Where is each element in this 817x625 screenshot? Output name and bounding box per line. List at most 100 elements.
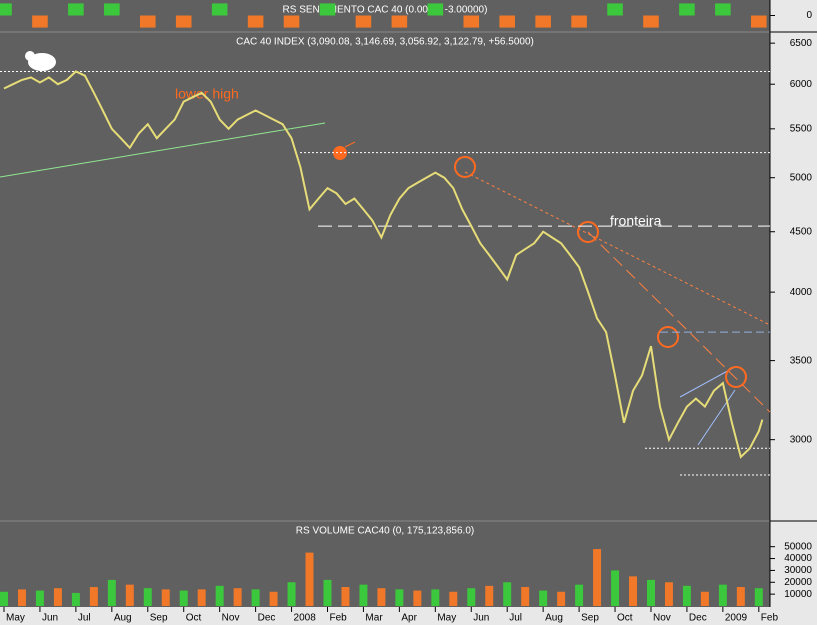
x-tick-label: Feb bbox=[761, 613, 779, 624]
bar bbox=[233, 588, 242, 606]
bar bbox=[143, 588, 152, 606]
bar bbox=[571, 15, 587, 28]
x-tick-label: Jun bbox=[42, 613, 58, 624]
bar bbox=[499, 15, 516, 28]
bar bbox=[413, 590, 422, 606]
x-tick-label: May bbox=[437, 613, 456, 624]
y-tick-label: 0 bbox=[806, 10, 812, 21]
bar bbox=[175, 15, 192, 28]
bear-icon bbox=[25, 51, 56, 71]
x-tick-label: Feb bbox=[329, 613, 347, 624]
x-tick-label: Sep bbox=[150, 613, 168, 624]
x-tick-label: Mar bbox=[365, 613, 383, 624]
y-tick-label: 6500 bbox=[790, 38, 813, 49]
panel-title: CAC 40 INDEX (3,090.08, 3,146.69, 3,056.… bbox=[236, 37, 534, 48]
bar bbox=[215, 585, 224, 606]
y-tick-label: 20000 bbox=[784, 577, 812, 588]
bar bbox=[283, 15, 300, 28]
x-tick-label: Aug bbox=[114, 613, 132, 624]
bar bbox=[377, 588, 386, 606]
bar bbox=[251, 589, 260, 606]
bar bbox=[643, 15, 659, 28]
y-tick-label: 6000 bbox=[790, 79, 813, 90]
bar bbox=[139, 15, 156, 28]
bar bbox=[305, 552, 314, 606]
bar bbox=[17, 589, 26, 606]
bar bbox=[427, 3, 444, 16]
bar bbox=[395, 589, 404, 606]
x-tick-label: Oct bbox=[186, 613, 202, 624]
bar bbox=[736, 587, 745, 606]
y-tick-label: 50000 bbox=[784, 541, 812, 552]
bar bbox=[161, 589, 170, 606]
bar bbox=[125, 584, 134, 606]
x-tick-label: Dec bbox=[689, 613, 707, 624]
bar bbox=[35, 590, 44, 606]
x-tick-label: Jul bbox=[509, 613, 522, 624]
price-panel bbox=[0, 33, 770, 520]
bar bbox=[104, 3, 120, 16]
y-tick-label: 4000 bbox=[790, 287, 813, 298]
y-tick-label: 30000 bbox=[784, 565, 812, 576]
bar bbox=[754, 588, 763, 606]
trend-line bbox=[464, 171, 771, 326]
annotation: fronteira bbox=[610, 213, 662, 229]
x-tick-label: Dec bbox=[258, 613, 276, 624]
bar bbox=[467, 588, 476, 606]
bar bbox=[751, 15, 767, 28]
panel-title: RS VOLUME CAC40 (0, 175,123,856.0) bbox=[296, 526, 474, 537]
bar bbox=[211, 3, 228, 16]
bar bbox=[700, 591, 709, 606]
y-tick-label: 3000 bbox=[790, 434, 813, 445]
annotation: lower high bbox=[175, 86, 239, 102]
bar bbox=[682, 585, 691, 606]
bar bbox=[503, 582, 512, 606]
y-tick-label: 3500 bbox=[790, 355, 813, 366]
bar bbox=[287, 582, 296, 606]
y-tick-label: 10000 bbox=[784, 589, 812, 600]
bar bbox=[247, 15, 264, 28]
x-tick-label: Oct bbox=[617, 613, 633, 624]
bar bbox=[449, 591, 458, 606]
sentiment-panel bbox=[0, 0, 770, 31]
bar bbox=[68, 3, 84, 16]
bar bbox=[53, 588, 62, 606]
bar bbox=[319, 3, 336, 16]
bar bbox=[107, 579, 116, 606]
bar bbox=[715, 3, 731, 16]
bar bbox=[0, 3, 12, 16]
price-line bbox=[3, 70, 764, 459]
bar bbox=[664, 582, 673, 606]
bar bbox=[179, 590, 188, 606]
bar bbox=[718, 584, 727, 606]
bar bbox=[431, 589, 440, 606]
bar bbox=[32, 15, 48, 28]
x-tick-label: Jun bbox=[473, 613, 489, 624]
bar bbox=[557, 591, 566, 606]
y-tick-label: 4500 bbox=[790, 226, 813, 237]
sad-face-icons bbox=[454, 156, 747, 388]
panel-title: RS SENTIMENTO CAC 40 (0.0000, -3.00000) bbox=[283, 5, 488, 16]
x-tick-label: 2008 bbox=[294, 613, 317, 624]
x-tick-label: Apr bbox=[401, 613, 417, 624]
x-tick-label: Nov bbox=[653, 613, 671, 624]
bar bbox=[89, 587, 98, 606]
trend-line bbox=[697, 389, 736, 446]
bar bbox=[269, 591, 278, 606]
bar bbox=[535, 15, 551, 28]
bar bbox=[629, 576, 637, 606]
y-tick-label: 5000 bbox=[790, 172, 813, 183]
x-tick-label: Nov bbox=[222, 613, 240, 624]
bar bbox=[0, 591, 8, 606]
x-tick-label: Jul bbox=[78, 613, 91, 624]
y-tick-label: 40000 bbox=[784, 553, 812, 564]
bar bbox=[679, 3, 695, 16]
trend-line bbox=[0, 122, 326, 178]
trend-line bbox=[679, 367, 734, 398]
bar bbox=[391, 15, 408, 28]
bar bbox=[539, 590, 548, 606]
x-tick-label: 2009 bbox=[725, 613, 748, 624]
bar bbox=[197, 589, 206, 606]
bar bbox=[341, 587, 350, 606]
